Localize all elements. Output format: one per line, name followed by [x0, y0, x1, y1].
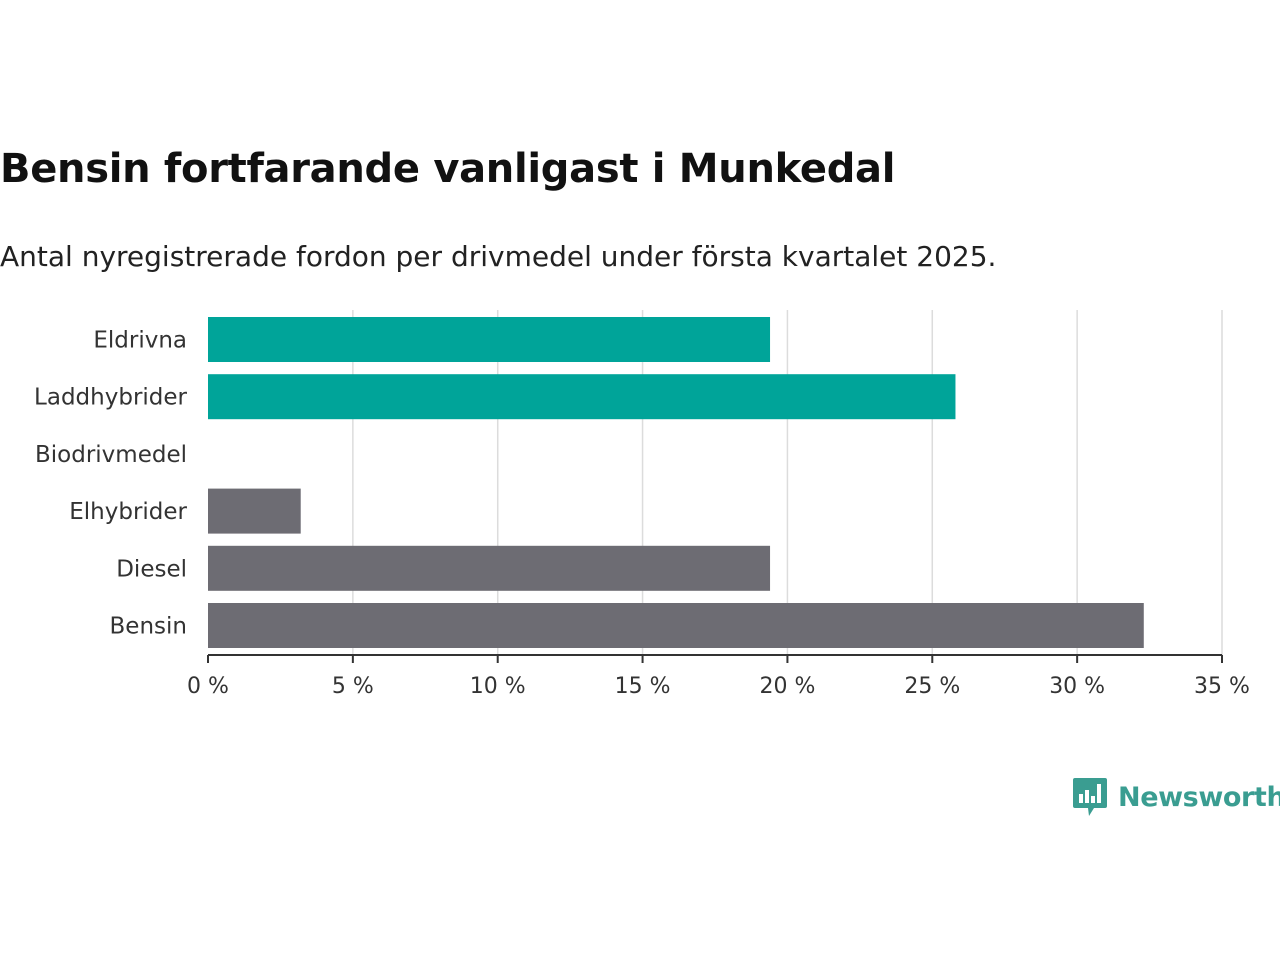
- category-label: Laddhybrider: [34, 385, 187, 411]
- x-tick-label: 30 %: [1049, 674, 1105, 699]
- newsworthy-bar-chart-icon: [1073, 778, 1107, 816]
- x-tick-label: 15 %: [615, 674, 671, 699]
- bar-diesel: [208, 545, 771, 591]
- grid-lines: [352, 310, 1223, 655]
- bar-elhybrider: [208, 488, 301, 534]
- chart-title: Bensin fortfarande vanligast i Munkedal: [0, 146, 896, 192]
- x-tick-label: 20 %: [759, 674, 815, 699]
- chart-subtitle: Antal nyregistrerade fordon per drivmede…: [0, 240, 997, 273]
- bar-bensin: [208, 603, 1144, 648]
- newsworthy-logo-text: Newsworthy: [1118, 781, 1280, 813]
- bar-chart: 0 % 5 % 10 % 15 % 20 % 25 % 30 % 35 % Eldrivna L…: [34, 310, 1250, 699]
- category-label: Eldrivna: [93, 328, 187, 354]
- x-tick-label: 0 %: [187, 674, 229, 699]
- x-tick-label: 10 %: [470, 674, 526, 699]
- category-label: Elhybrider: [69, 499, 187, 525]
- bar-laddhybrider: [208, 374, 956, 420]
- category-label: Biodrivmedel: [35, 442, 187, 468]
- x-tick-label: 25 %: [904, 674, 960, 699]
- category-label: Diesel: [116, 556, 187, 582]
- x-axis: 0 % 5 % 10 % 15 % 20 % 25 % 30 % 35 %: [187, 654, 1250, 699]
- category-labels: Eldrivna Laddhybrider Biodrivmedel Elhybrid…: [34, 328, 187, 640]
- bar-eldrivna: [208, 317, 771, 362]
- x-tick-label: 5 %: [332, 674, 374, 699]
- x-tick-label: 35 %: [1194, 674, 1250, 699]
- newsworthy-logo: Newsworthy: [1072, 776, 1280, 818]
- category-label: Bensin: [110, 614, 187, 640]
- bars: [208, 317, 1144, 648]
